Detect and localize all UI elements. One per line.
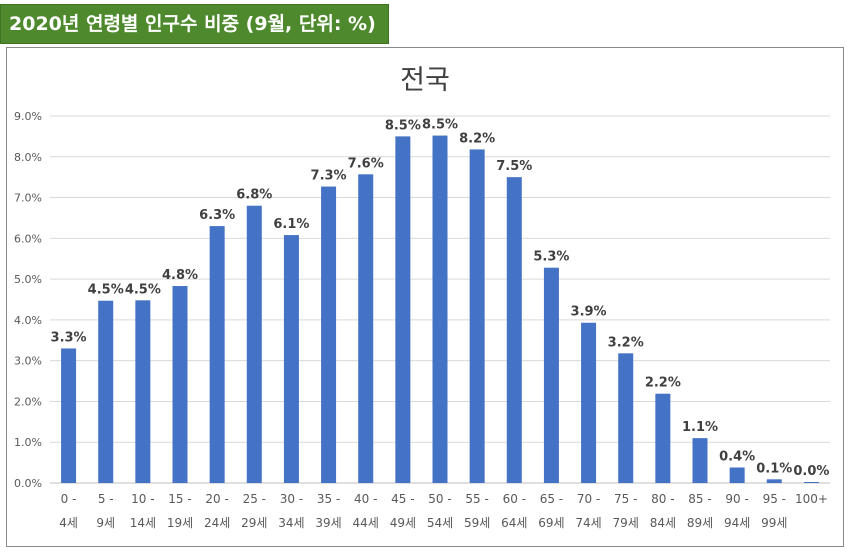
data-label: 8.5% xyxy=(385,118,421,133)
bar xyxy=(729,467,745,483)
bar xyxy=(172,286,188,483)
x-tick-label: 55 - xyxy=(465,492,488,506)
data-label: 6.3% xyxy=(199,208,235,223)
y-tick-label: 4.0% xyxy=(14,314,42,327)
x-tick-label: 80 - xyxy=(651,492,674,506)
x-tick-label: 0 - xyxy=(61,492,77,506)
x-tick-label: 44세 xyxy=(353,516,379,530)
y-tick-label: 8.0% xyxy=(14,151,42,164)
x-tick-label: 65 - xyxy=(540,492,563,506)
data-label: 4.5% xyxy=(88,283,124,298)
x-tick-label: 25 - xyxy=(243,492,266,506)
bar xyxy=(655,393,671,483)
data-label: 7.6% xyxy=(348,156,384,171)
data-label: 6.1% xyxy=(273,217,309,232)
x-tick-label: 34세 xyxy=(278,516,304,530)
data-label: 0.1% xyxy=(756,461,792,476)
x-tick-label: 45 - xyxy=(391,492,414,506)
y-tick-label: 6.0% xyxy=(14,232,42,245)
bar xyxy=(692,438,708,483)
x-tick-label: 100+ xyxy=(795,492,828,506)
x-tick-label: 94세 xyxy=(724,516,750,530)
x-tick-label: 30 - xyxy=(280,492,303,506)
y-tick-label: 0.0% xyxy=(14,477,42,490)
data-label: 3.3% xyxy=(51,330,87,345)
bar xyxy=(432,135,448,483)
x-tick-label: 84세 xyxy=(650,516,676,530)
x-tick-label: 64세 xyxy=(501,516,527,530)
y-tick-label: 9.0% xyxy=(14,110,42,123)
data-label: 4.5% xyxy=(125,282,161,297)
data-label: 0.0% xyxy=(793,464,829,479)
bar xyxy=(135,300,151,483)
x-tick-label: 40 - xyxy=(354,492,377,506)
x-tick-label: 89세 xyxy=(687,516,713,530)
data-label: 8.2% xyxy=(459,131,495,146)
x-tick-label: 19세 xyxy=(167,516,193,530)
x-tick-label: 20 - xyxy=(205,492,228,506)
bar xyxy=(61,348,77,483)
bar xyxy=(506,177,522,483)
x-tick-label: 5 - xyxy=(98,492,114,506)
x-tick-label: 35 - xyxy=(317,492,340,506)
bar xyxy=(618,353,634,483)
x-tick-label: 9세 xyxy=(96,516,115,530)
data-label: 5.3% xyxy=(533,250,569,265)
data-label: 7.3% xyxy=(311,169,347,184)
bar xyxy=(469,149,485,483)
x-tick-label: 24세 xyxy=(204,516,230,530)
bar xyxy=(246,205,262,483)
data-label: 3.9% xyxy=(571,305,607,320)
x-tick-label: 79세 xyxy=(613,516,639,530)
x-tick-label: 70 - xyxy=(577,492,600,506)
data-label: 3.2% xyxy=(608,335,644,350)
x-tick-label: 75 - xyxy=(614,492,637,506)
x-tick-label: 14세 xyxy=(130,516,156,530)
x-tick-label: 99세 xyxy=(761,516,787,530)
bar xyxy=(321,186,337,483)
bar xyxy=(395,136,411,483)
x-tick-label: 39세 xyxy=(315,516,341,530)
data-label: 1.1% xyxy=(682,420,718,435)
x-tick-label: 85 - xyxy=(688,492,711,506)
x-tick-label: 69세 xyxy=(538,516,564,530)
y-tick-label: 7.0% xyxy=(14,192,42,205)
data-label: 4.8% xyxy=(162,268,198,283)
data-label: 6.8% xyxy=(236,188,272,203)
bar xyxy=(358,174,374,483)
y-tick-label: 1.0% xyxy=(14,436,42,449)
x-tick-label: 10 - xyxy=(131,492,154,506)
data-label: 8.5% xyxy=(422,118,458,133)
x-tick-label: 54세 xyxy=(427,516,453,530)
bar xyxy=(766,479,782,483)
chart-title: 전국 xyxy=(400,65,450,96)
bar xyxy=(209,226,225,483)
x-tick-label: 50 - xyxy=(428,492,451,506)
bar xyxy=(581,322,597,483)
data-label: 7.5% xyxy=(496,159,532,174)
y-tick-label: 3.0% xyxy=(14,355,42,368)
bar xyxy=(543,267,559,483)
y-tick-label: 5.0% xyxy=(14,273,42,286)
bar xyxy=(98,300,114,483)
x-tick-label: 74세 xyxy=(575,516,601,530)
x-tick-label: 49세 xyxy=(390,516,416,530)
x-tick-label: 29세 xyxy=(241,516,267,530)
x-tick-label: 15 - xyxy=(168,492,191,506)
x-tick-label: 90 - xyxy=(725,492,748,506)
y-tick-label: 2.0% xyxy=(14,395,42,408)
chart-header-title: 2020년 연령별 인구수 비중 (9월, 단위: %) xyxy=(0,4,389,44)
bar xyxy=(803,482,819,483)
x-tick-label: 95 - xyxy=(763,492,786,506)
bar xyxy=(283,235,299,483)
data-label: 2.2% xyxy=(645,376,681,391)
data-label: 0.4% xyxy=(719,450,755,465)
x-tick-label: 59세 xyxy=(464,516,490,530)
x-tick-label: 60 - xyxy=(503,492,526,506)
x-tick-label: 4세 xyxy=(59,516,78,530)
